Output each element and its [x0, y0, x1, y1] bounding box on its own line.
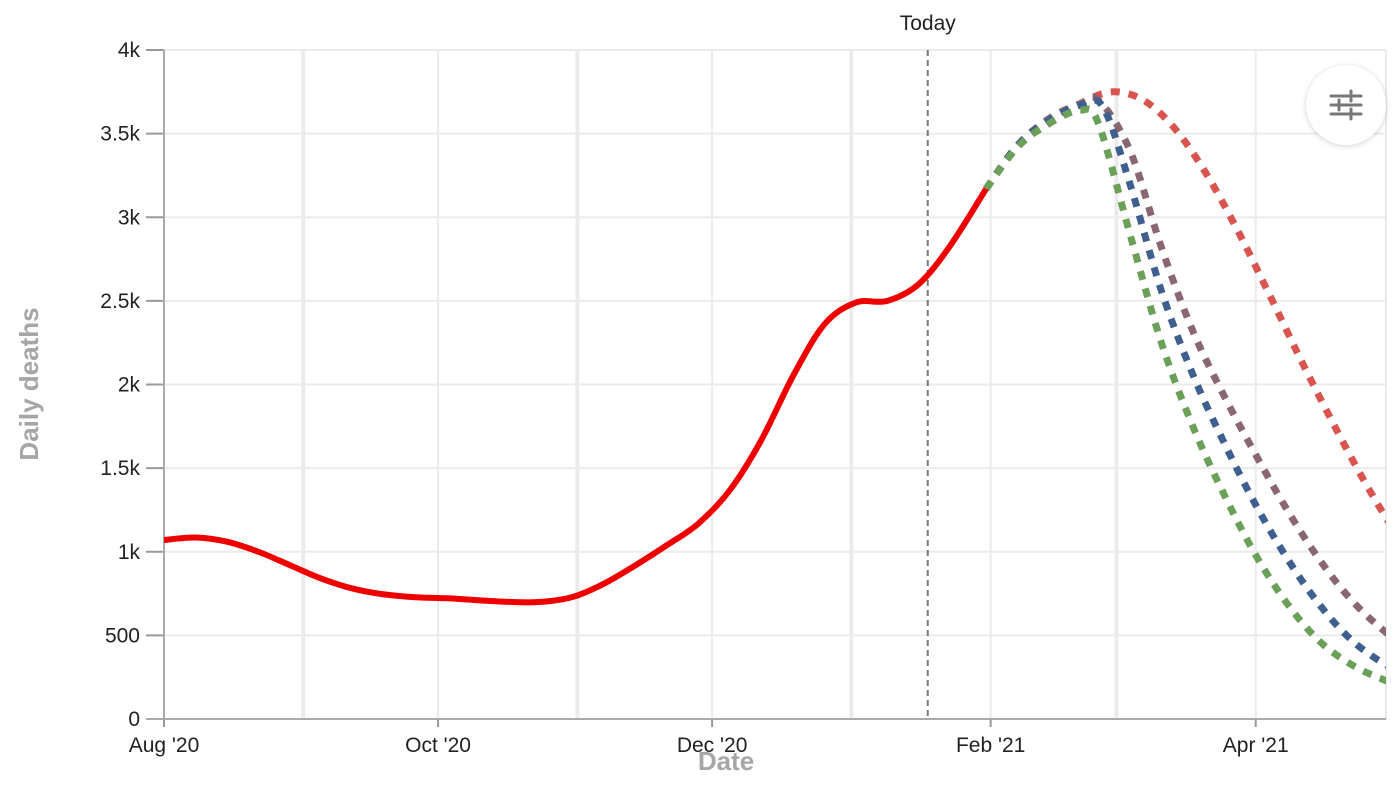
x-tick-label: Dec '20 [677, 734, 748, 757]
y-tick-label: 3k [118, 206, 141, 229]
x-tick-label: Oct '20 [405, 734, 471, 757]
y-tick-label: 1k [118, 541, 141, 564]
x-tick-label: Feb '21 [956, 734, 1025, 757]
y-tick-label: 2.5k [100, 290, 140, 313]
y-tick-label: 1.5k [100, 457, 140, 480]
chart-settings-button[interactable] [1306, 65, 1386, 145]
observed-deaths-line [164, 187, 989, 606]
projection-line-4 [983, 105, 1386, 685]
x-tick-label: Aug '20 [129, 734, 200, 757]
today-marker: Today [900, 12, 957, 719]
axes: 0 500 1k 1.5k 2k 2.5k 3k 3.5k 4k Aug '20 Oct '20 De… [100, 39, 1386, 757]
gridlines [164, 49, 1387, 719]
y-tick-label: 4k [118, 39, 141, 62]
y-axis-title: Daily deaths [14, 307, 44, 460]
y-tick-label: 3.5k [100, 123, 140, 146]
y-tick-label: 2k [118, 374, 141, 397]
series-lines [164, 88, 1386, 685]
projection-line-3 [983, 96, 1386, 669]
today-label: Today [900, 12, 957, 35]
x-axis-title: Date [698, 746, 754, 776]
y-tick-label: 500 [105, 624, 140, 647]
x-tick-label: Apr '21 [1223, 734, 1289, 757]
sliders-icon [1329, 89, 1363, 121]
projection-line-2 [983, 93, 1386, 637]
y-tick-label: 0 [128, 708, 140, 731]
